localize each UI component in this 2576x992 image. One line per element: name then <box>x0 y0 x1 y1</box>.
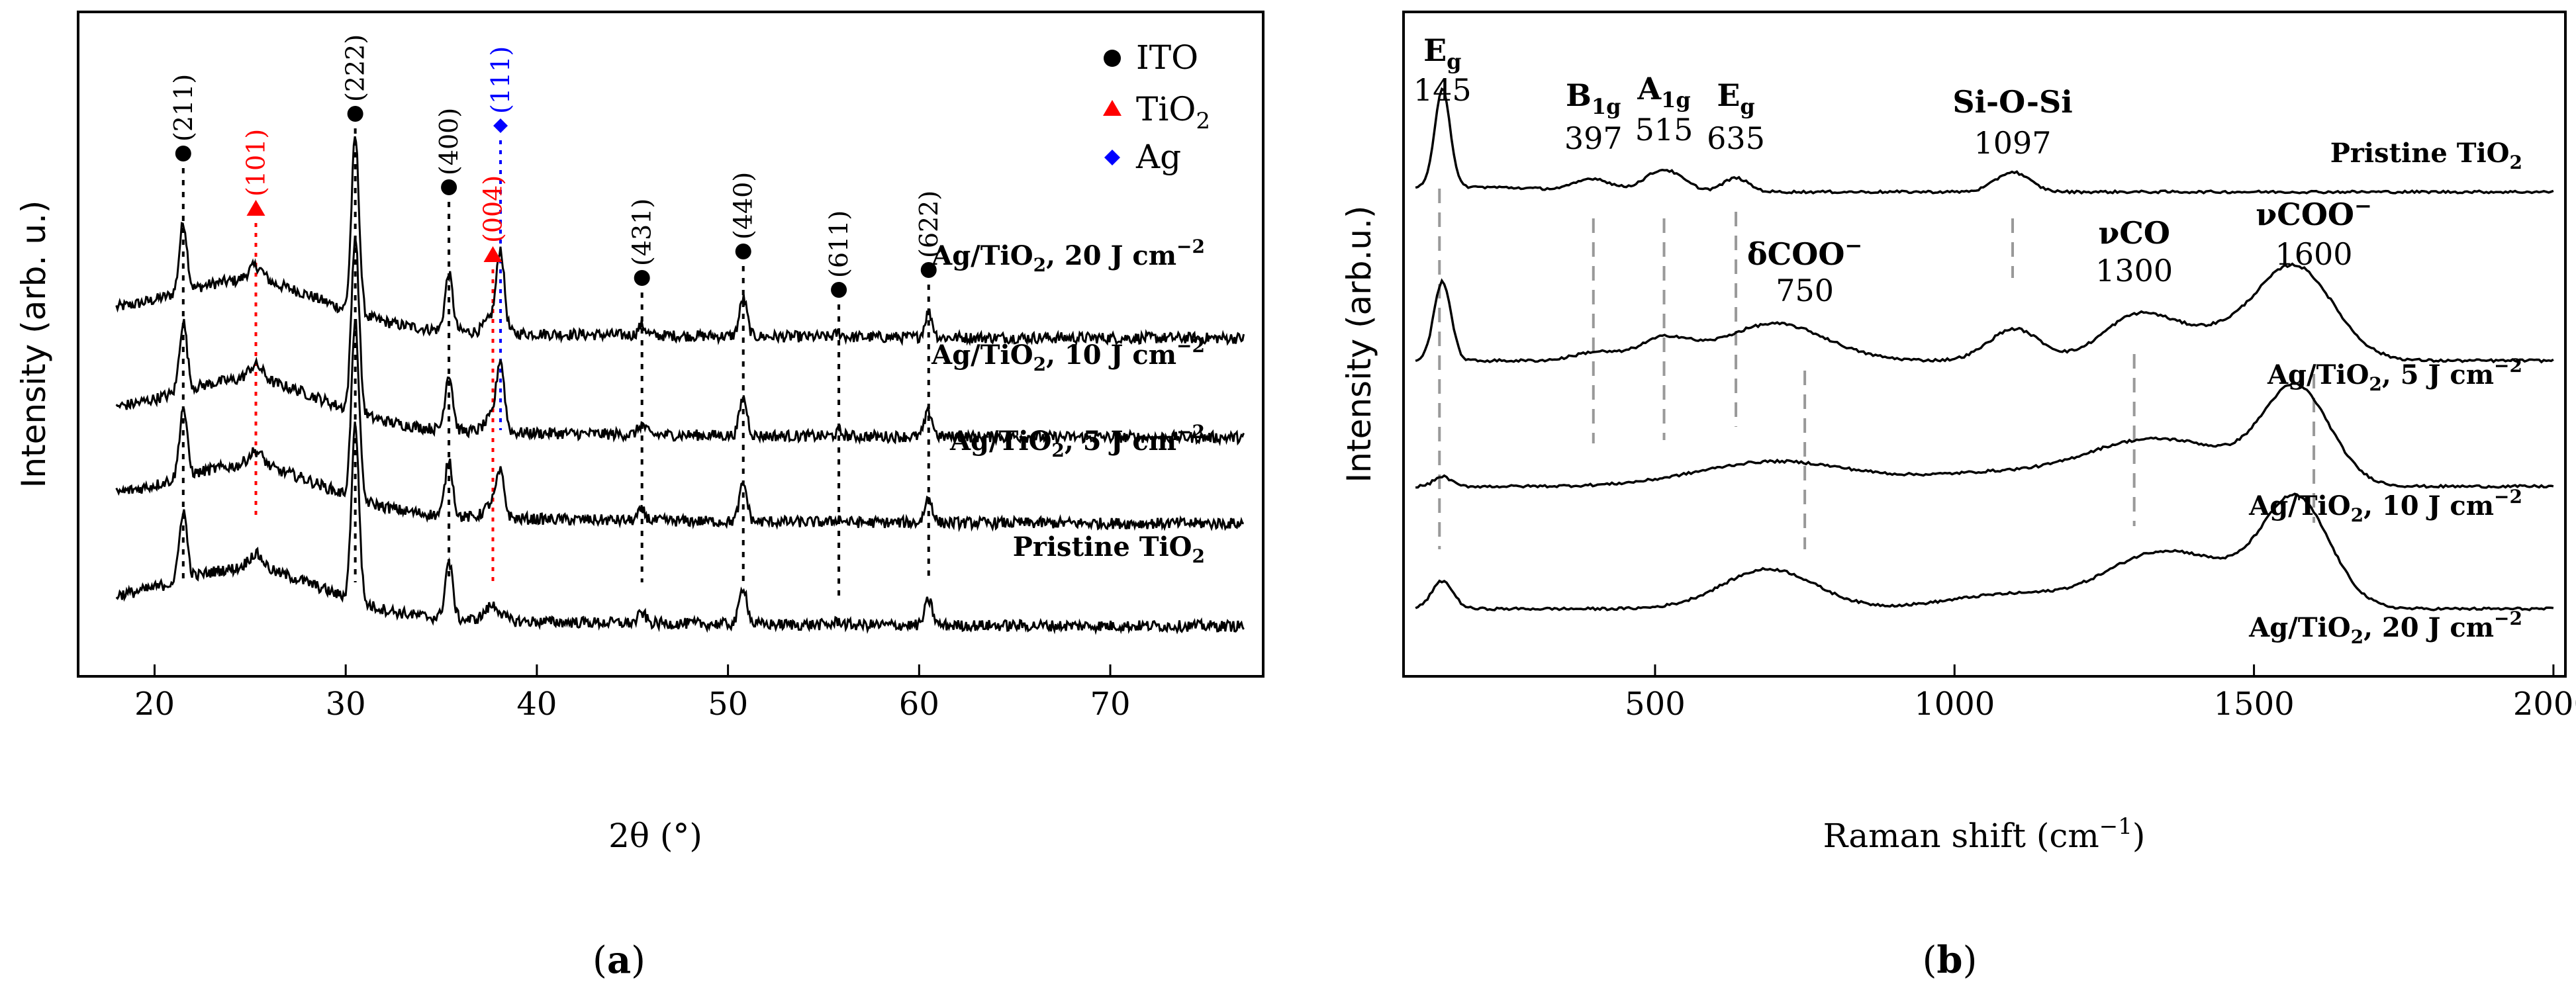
legend-ag-label: Ag <box>1135 138 1181 176</box>
panel-b-curves <box>1415 87 2554 611</box>
panel-a-series-label: Ag/TiO2, 10 J cm−2 <box>931 335 1205 375</box>
panel-b-band-value: 1097 <box>1974 125 2051 161</box>
panel-b-x-tick-label: 1500 <box>2214 686 2295 723</box>
panel-a-legend: ITO TiO2 Ag <box>1103 38 1210 176</box>
panel-b-band-name: δCOO− <box>1747 233 1862 272</box>
panel-a-curve <box>115 236 1245 447</box>
tio2-peak-marker <box>483 246 502 262</box>
tio2-peak-marker <box>246 200 265 216</box>
panel-b-band-name: A1g <box>1637 71 1690 113</box>
panel-a-x-axis-label: 2θ (°) <box>608 817 702 855</box>
panel-a-x-tick-label: 50 <box>708 686 748 723</box>
panel-b-band-name: νCO <box>2098 215 2170 251</box>
panel-a-frame <box>77 11 1264 678</box>
panel-b-band-value: 145 <box>1413 72 1472 108</box>
panel-a-peak-label: (111) <box>486 46 515 114</box>
panel-b-band-value: 750 <box>1776 273 1834 308</box>
panel-a-y-axis-label: Intensity (arb. u.) <box>15 201 53 488</box>
panel-b-x-tick-label: 1000 <box>1914 686 1995 723</box>
legend-tio2-label: TiO2 <box>1136 90 1210 134</box>
panel-b-x-tick-labels: 500 1000 1500 2000 <box>1625 686 2576 723</box>
legend-ag-marker <box>1104 150 1120 165</box>
panel-a-curve <box>115 318 1244 533</box>
panel-b-curve <box>1415 87 2554 195</box>
panel-b-series-label: Pristine TiO2 <box>2330 138 2522 173</box>
panel-a-x-tick-label: 70 <box>1090 686 1130 723</box>
panel-a-peak-label: (622) <box>914 191 943 258</box>
panel-a-peak-label: (611) <box>824 210 853 278</box>
panel-a-peak-label: (440) <box>729 172 758 240</box>
panel-b-curve <box>1415 262 2554 364</box>
panel-b-band-name: Eg <box>1717 77 1754 119</box>
panel-a-peak-markers <box>175 106 937 298</box>
panel-a-peak-label: (400) <box>434 108 463 175</box>
panel-a-peak-label: (101) <box>242 129 271 197</box>
legend-ito-marker <box>1104 50 1121 67</box>
panel-b-band-value: 1300 <box>2095 253 2173 289</box>
panel-b-band-name: B1g <box>1566 77 1621 119</box>
panel-b-drop-lines <box>1438 189 2316 549</box>
panel-b-curve <box>1415 492 2554 611</box>
panel-b-series-label: Ag/TiO2, 20 J cm−2 <box>2248 608 2522 648</box>
panel-a-drop-lines <box>181 128 930 599</box>
panel-b-band-value: 515 <box>1635 112 1693 148</box>
panel-a-curve <box>115 422 1245 635</box>
panel-b-series-labels: Pristine TiO2 Ag/TiO2, 5 J cm−2 Ag/TiO2, 1… <box>2248 138 2522 648</box>
panel-b-band-name: νCOO− <box>2256 193 2371 232</box>
panel-b-raman: 500100015002000 Eg145B1g397A1g515Eg635Si… <box>1340 11 2576 982</box>
ito-peak-marker <box>634 270 650 286</box>
panel-a-curves <box>115 136 1245 635</box>
panel-b-x-tick-label: 500 <box>1625 686 1686 723</box>
panel-b-series-label: Ag/TiO2, 5 J cm−2 <box>2267 355 2522 395</box>
panel-b-x-tick-label: 2000 <box>2513 686 2576 723</box>
ito-peak-marker <box>347 106 363 122</box>
ag-peak-marker <box>493 118 508 133</box>
panel-a-x-tick-labels: 20 30 40 50 60 70 <box>134 686 1131 723</box>
panel-b-x-axis-label: Raman shift (cm−1) <box>1823 813 2146 855</box>
panel-b-band-value: 397 <box>1564 120 1623 156</box>
panel-b-band-name: Eg <box>1423 32 1461 74</box>
panel-a-x-tick-label: 60 <box>899 686 939 723</box>
ito-peak-marker <box>735 244 751 259</box>
panel-a-series-label: Ag/TiO2, 5 J cm−2 <box>949 421 1205 461</box>
panel-b-y-axis-label: Intensity (arb.u.) <box>1340 206 1378 483</box>
panel-b-frame <box>1402 11 2567 678</box>
panel-a-peak-labels: (211) (101) (222) (400) (004) (111) (431) (440)… <box>169 34 943 278</box>
panel-b-x-ticks <box>1654 664 2555 676</box>
ito-peak-marker <box>920 262 937 278</box>
ito-peak-marker <box>831 282 847 298</box>
panel-a-peak-label: (431) <box>628 199 657 266</box>
panel-b-band-value: 635 <box>1707 120 1765 156</box>
panel-a-series-label: Ag/TiO2, 20 J cm−2 <box>931 236 1205 276</box>
panel-a-peak-label: (004) <box>479 175 508 243</box>
legend-ito-label: ITO <box>1136 38 1198 77</box>
panel-a-x-tick-label: 40 <box>516 686 557 723</box>
panel-a-curve <box>115 136 1245 347</box>
panel-b-curve <box>1415 382 2554 489</box>
panel-b-band-name: Si-O-Si <box>1952 84 2072 120</box>
panel-a-xrd: 20 30 40 50 60 70 (211) (101) (222) (400) (004) (1… <box>15 11 1264 982</box>
panel-a-x-ticks <box>153 664 1112 676</box>
legend-tio2-marker <box>1103 100 1121 116</box>
panel-a-peak-label: (222) <box>341 34 370 102</box>
panel-a-x-tick-label: 20 <box>134 686 175 723</box>
panel-a-peak-label: (211) <box>169 74 198 142</box>
panel-b-band-value: 1600 <box>2275 236 2353 272</box>
ito-peak-marker <box>441 179 457 195</box>
panel-b-series-label: Ag/TiO2, 10 J cm−2 <box>2248 486 2522 526</box>
ito-peak-marker <box>175 146 191 161</box>
panel-a-series-labels: Ag/TiO2, 20 J cm−2 Ag/TiO2, 10 J cm−2 Ag/T… <box>931 236 1205 567</box>
panel-a-series-label: Pristine TiO2 <box>1013 531 1205 567</box>
panel-a-x-tick-label: 30 <box>326 686 366 723</box>
panel-b-caption: (b) <box>1923 938 1978 982</box>
panel-a-caption: (a) <box>593 938 645 982</box>
